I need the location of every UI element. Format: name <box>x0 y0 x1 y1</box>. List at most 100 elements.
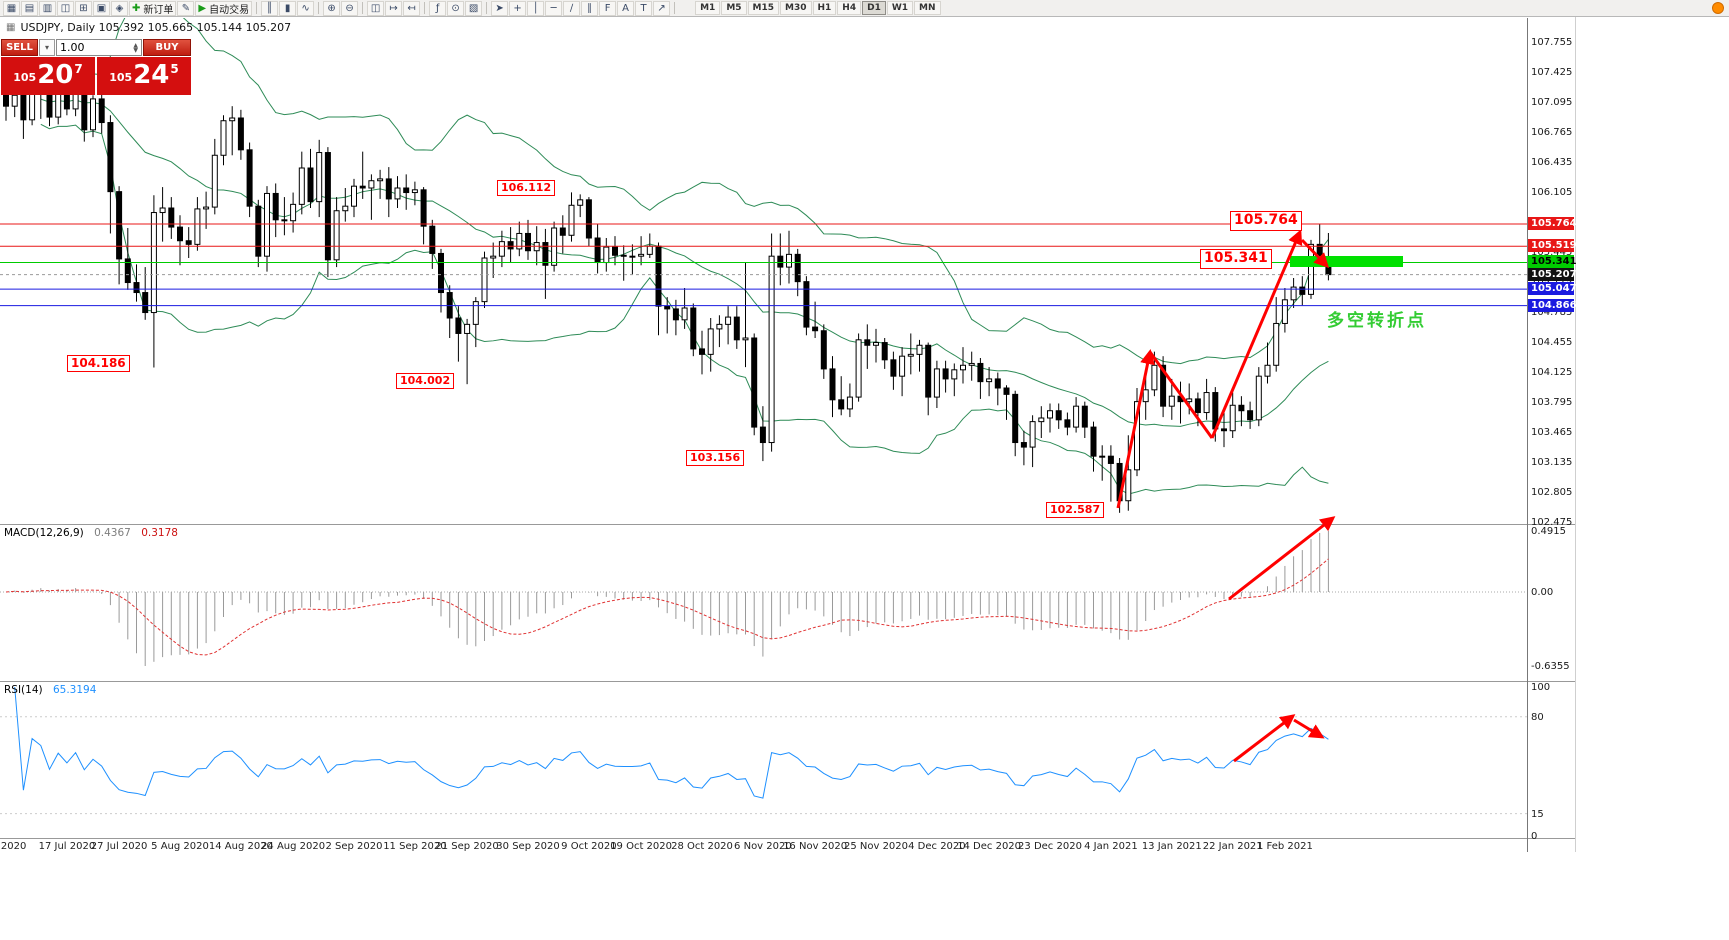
data-window-icon[interactable]: ◫ <box>57 0 74 16</box>
terminal-icon[interactable]: ▣ <box>93 0 110 16</box>
rsi-value: 65.3194 <box>52 684 97 696</box>
timeframe-d1-button[interactable]: D1 <box>862 1 886 15</box>
candle <box>368 180 375 189</box>
market-watch-icon[interactable]: ▥ <box>39 0 56 16</box>
candle <box>220 120 227 156</box>
new-chart-icon[interactable]: ▦ <box>3 0 20 16</box>
candle <box>751 337 758 428</box>
candle <box>142 292 149 314</box>
candle <box>1203 392 1210 414</box>
candle <box>3 92 9 107</box>
candle <box>1020 442 1027 448</box>
candle <box>986 378 993 383</box>
candlestick-icon[interactable]: ▮ <box>279 0 297 16</box>
trade-prices-row: 105 20 7 105 24 5 <box>1 57 191 95</box>
tile-windows-icon[interactable]: ◫ <box>367 0 385 16</box>
timeframe-h4-button[interactable]: H4 <box>837 1 862 15</box>
arrows-icon[interactable]: ↗ <box>653 0 671 16</box>
candle <box>786 253 792 268</box>
candle <box>525 232 531 252</box>
autoscroll-icon[interactable]: ↦ <box>385 0 403 16</box>
channel-icon[interactable]: ∥ <box>581 0 599 16</box>
candle <box>107 122 114 193</box>
candle <box>237 117 244 151</box>
lot-increase-button[interactable]: ▲ <box>133 41 138 49</box>
candle <box>690 307 697 350</box>
timeframe-h1-button[interactable]: H1 <box>812 1 837 15</box>
lot-value: 1.00 <box>60 41 85 54</box>
vline-icon[interactable]: │ <box>527 0 545 16</box>
fibonacci-icon[interactable]: F <box>599 0 617 16</box>
time-axis[interactable] <box>0 838 1527 852</box>
price-axis[interactable] <box>1527 17 1575 838</box>
zoom-out-icon[interactable]: ⊖ <box>341 0 359 16</box>
autotrade-button[interactable]: ▶ 自动交易 <box>195 0 253 16</box>
candle <box>977 362 984 383</box>
navigator-icon[interactable]: ⊞ <box>75 0 92 16</box>
candle <box>1151 364 1158 391</box>
candle <box>777 255 784 268</box>
candle <box>559 227 566 236</box>
candle <box>1029 421 1036 448</box>
chart-shift-icon[interactable]: ↤ <box>403 0 421 16</box>
timeframe-m5-button[interactable]: M5 <box>721 1 747 15</box>
timeframe-m30-button[interactable]: M30 <box>780 1 812 15</box>
new-order-button[interactable]: ✚ 新订单 <box>129 0 177 16</box>
candle <box>507 241 514 250</box>
candle <box>411 189 418 194</box>
buy-button[interactable]: BUY <box>143 39 191 56</box>
candle <box>298 167 305 205</box>
timeframe-w1-button[interactable]: W1 <box>886 1 914 15</box>
timeframe-m15-button[interactable]: M15 <box>747 1 780 15</box>
candle <box>594 237 601 264</box>
candle <box>1247 410 1254 421</box>
trend-arrow <box>1293 718 1325 739</box>
ask-big-digits: 24 <box>133 60 170 90</box>
label-icon[interactable]: T <box>635 0 653 16</box>
candle <box>1308 243 1314 295</box>
trend-arrow <box>1116 349 1155 509</box>
candle <box>612 246 618 256</box>
candle <box>1194 398 1201 414</box>
sell-button[interactable]: SELL <box>1 39 38 56</box>
trendline-icon[interactable]: ∕ <box>563 0 581 16</box>
candle <box>655 245 662 307</box>
indicators-icon[interactable]: ƒ <box>429 0 447 16</box>
lot-preset-dropdown[interactable]: ▾ <box>39 39 55 56</box>
toolbar-separator <box>674 2 676 14</box>
trend-arrow <box>1228 516 1336 601</box>
profiles-icon[interactable]: ▤ <box>21 0 38 16</box>
sell-price-panel[interactable]: 105 20 7 <box>1 57 95 95</box>
connection-status-icon[interactable] <box>1712 2 1724 14</box>
buy-price-panel[interactable]: 105 24 5 <box>97 57 191 95</box>
lot-decrease-button[interactable]: ▼ <box>133 46 138 54</box>
periods-icon[interactable]: ⊙ <box>447 0 465 16</box>
candle <box>20 94 27 121</box>
candle <box>951 369 958 380</box>
candle <box>629 255 636 258</box>
zoom-in-icon[interactable]: ⊕ <box>323 0 341 16</box>
timeframe-m1-button[interactable]: M1 <box>695 1 721 15</box>
candle <box>316 152 323 203</box>
templates-icon[interactable]: ▧ <box>465 0 483 16</box>
candle <box>890 359 897 377</box>
candle <box>759 426 766 444</box>
candle <box>803 281 810 328</box>
hline-icon[interactable]: ─ <box>545 0 563 16</box>
metaeditor-icon[interactable]: ✎ <box>177 0 195 16</box>
line-chart-icon[interactable]: ∿ <box>297 0 315 16</box>
text-icon[interactable]: A <box>617 0 635 16</box>
candle <box>768 255 775 444</box>
crosshair-icon[interactable]: + <box>509 0 527 16</box>
timeframe-mn-button[interactable]: MN <box>914 1 941 15</box>
lot-size-field[interactable]: 1.00 ▲ ▼ <box>56 39 142 56</box>
rsi-label: RSI(14) 65.3194 <box>4 684 96 696</box>
cursor-icon[interactable]: ➤ <box>491 0 509 16</box>
candle <box>403 187 410 194</box>
candle <box>933 368 940 398</box>
bar-chart-icon[interactable]: ║ <box>261 0 279 16</box>
candle <box>603 246 610 264</box>
candle <box>211 154 218 208</box>
strategy-tester-icon[interactable]: ◈ <box>111 0 128 16</box>
